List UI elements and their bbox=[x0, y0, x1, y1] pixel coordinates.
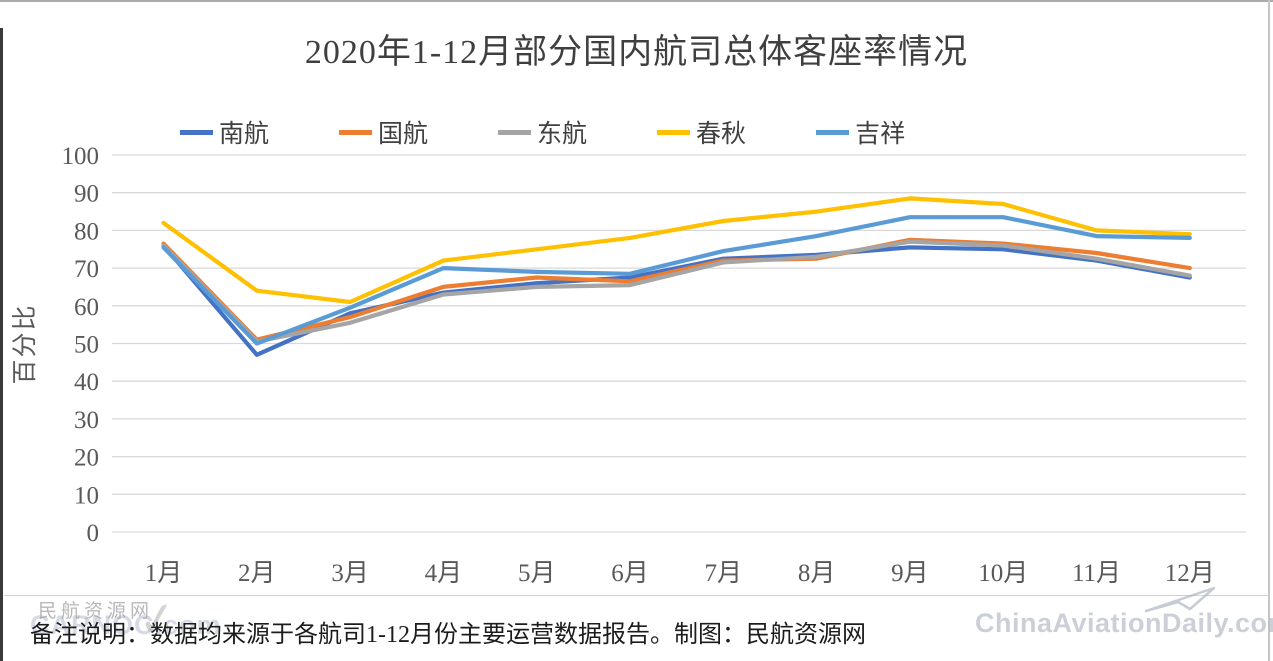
legend-item-chunqiu: 春秋 bbox=[657, 114, 746, 150]
left-border bbox=[0, 28, 3, 661]
x-tick-label: 6月 bbox=[611, 560, 649, 587]
watermark-carnoc-domain: CARNOC.com bbox=[30, 610, 222, 640]
series-line-jixiang bbox=[161, 215, 1192, 346]
footer-note: 备注说明：数据均来源于各航司1-12月份主要运营数据报告。制图：民航资源网 bbox=[30, 622, 866, 648]
legend-item-donghang: 东航 bbox=[498, 114, 587, 150]
legend-item-guohang: 国航 bbox=[339, 114, 428, 150]
y-tick-label: 80 bbox=[74, 218, 99, 245]
legend-item-jixiang: 吉祥 bbox=[816, 114, 905, 150]
series-line-donghang bbox=[161, 239, 1192, 344]
y-tick-label: 10 bbox=[74, 482, 99, 509]
series-line-guohang bbox=[161, 237, 1192, 342]
legend-swatch bbox=[657, 129, 691, 135]
y-tick-label: 0 bbox=[87, 520, 100, 547]
legend-swatch bbox=[180, 129, 213, 135]
y-tick-label: 50 bbox=[74, 332, 99, 359]
x-tick-label: 1月 bbox=[145, 560, 183, 587]
y-tick-label: 70 bbox=[74, 256, 99, 283]
x-tick-label: 5月 bbox=[518, 560, 556, 587]
x-tick-label: 9月 bbox=[891, 560, 929, 587]
watermark-carnoc-cn: 民航资源网 bbox=[38, 601, 154, 622]
x-tick-label: 3月 bbox=[331, 560, 369, 587]
top-border bbox=[0, 0, 1273, 2]
chart-title: 2020年1-12月部分国内航司总体客座率情况 bbox=[304, 34, 969, 71]
legend-label: 东航 bbox=[537, 121, 588, 148]
y-tick-label: 40 bbox=[74, 369, 99, 396]
paper-plane-icon bbox=[1144, 586, 1216, 613]
x-tick-label: 10月 bbox=[978, 560, 1028, 587]
x-tick-label: 4月 bbox=[425, 560, 463, 587]
legend-label: 国航 bbox=[378, 121, 429, 148]
legend-swatch bbox=[498, 129, 532, 135]
legend-swatch bbox=[339, 129, 373, 135]
x-tick-label: 8月 bbox=[798, 560, 836, 587]
x-tick-label: 7月 bbox=[705, 560, 743, 587]
y-tick-label: 100 bbox=[62, 143, 100, 170]
y-tick-label: 60 bbox=[74, 294, 99, 321]
y-tick-label: 20 bbox=[74, 445, 99, 472]
series-line-chunqiu bbox=[161, 196, 1192, 305]
x-tick-label: 2月 bbox=[238, 560, 276, 587]
y-tick-label: 90 bbox=[74, 181, 99, 208]
x-tick-label: 12月 bbox=[1165, 560, 1215, 587]
legend-item-nanhang: 南航 bbox=[180, 114, 269, 150]
x-tick-label: 11月 bbox=[1072, 560, 1121, 587]
legend-label: 南航 bbox=[219, 121, 270, 148]
legend-label: 吉祥 bbox=[855, 121, 906, 148]
footer-divider bbox=[4, 595, 1270, 596]
legend-swatch bbox=[816, 129, 850, 135]
legend: 南航 国航 东航 春秋 吉祥 bbox=[180, 114, 905, 150]
y-tick-label: 30 bbox=[74, 407, 99, 434]
right-border bbox=[1268, 0, 1270, 661]
legend-label: 春秋 bbox=[696, 121, 747, 148]
watermark-aviationdaily: ChinaAviationDaily.com bbox=[975, 608, 1273, 638]
